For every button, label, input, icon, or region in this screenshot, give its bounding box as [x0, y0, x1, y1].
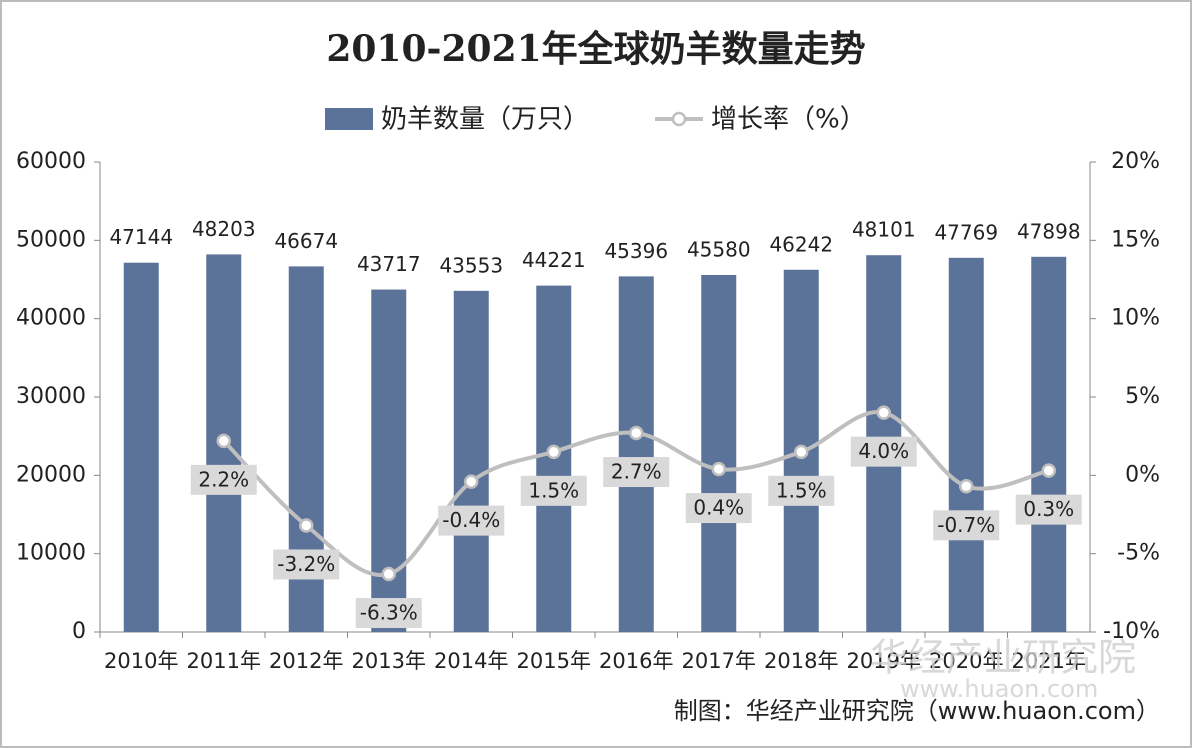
bar-value-label: 43553	[439, 253, 503, 277]
bar	[618, 276, 654, 632]
growth-point	[711, 461, 726, 477]
bar	[701, 274, 737, 632]
bar-value-label: 47144	[109, 225, 173, 249]
label-box	[520, 475, 587, 506]
label-box	[768, 475, 835, 506]
growth-point	[464, 474, 479, 489]
line-value-label: -3.2%	[277, 552, 335, 576]
label-box	[933, 510, 1000, 541]
x-tick-label: 2015年	[517, 649, 591, 673]
y-tick-label: 20000	[16, 462, 86, 487]
y-tick-label: 10000	[16, 541, 86, 566]
line-value-label: -0.7%	[937, 513, 995, 537]
growth-point	[381, 566, 396, 582]
chart-title: 2010-2021年全球奶羊数量走势	[326, 28, 865, 70]
bar-value-label: 48101	[852, 218, 916, 242]
line-value-label: -0.4%	[442, 508, 500, 532]
x-tick-label: 2011年	[187, 649, 261, 673]
x-tick-label: 2012年	[269, 649, 343, 673]
legend-label: 增长率（%）	[711, 105, 866, 135]
x-tick-label: 2013年	[352, 649, 426, 673]
growth-point	[876, 405, 891, 420]
y2-tick-label: 20%	[1111, 149, 1160, 174]
legend-swatch	[325, 108, 373, 130]
bar-value-label: 46242	[769, 232, 833, 256]
y2-tick-label: -5%	[1117, 541, 1160, 566]
bar-value-label: 48203	[192, 217, 256, 241]
label-box	[438, 505, 505, 536]
y2-tick-label: 10%	[1111, 306, 1160, 331]
bar	[453, 290, 489, 632]
bar-value-label: 44221	[522, 248, 586, 272]
x-tick-label: 2014年	[434, 649, 508, 673]
label-box	[1015, 494, 1082, 525]
label-box	[850, 436, 917, 467]
line-value-label: 2.7%	[611, 460, 662, 484]
line-value-label: -6.3%	[360, 601, 418, 625]
x-tick-label: 2018年	[764, 649, 838, 673]
y2-tick-label: 0%	[1125, 462, 1160, 487]
bar-value-label: 47769	[934, 220, 998, 244]
line-value-label: 2.2%	[198, 467, 249, 491]
y-tick-label: 40000	[16, 306, 86, 331]
growth-point	[629, 425, 644, 441]
label-box	[273, 549, 340, 580]
x-tick-label: 2019年	[847, 649, 921, 673]
label-box	[685, 493, 752, 524]
bar	[123, 262, 159, 632]
legend-marker	[671, 111, 687, 127]
legend-label: 奶羊数量（万只）	[381, 105, 589, 135]
growth-point	[794, 444, 809, 460]
y-tick-label: 60000	[16, 149, 86, 174]
line-value-label: 1.5%	[776, 478, 827, 502]
y2-tick-label: -10%	[1103, 619, 1160, 644]
line-value-label: 0.3%	[1023, 497, 1074, 521]
x-tick-label: 2020年	[929, 649, 1003, 673]
y-tick-label: 50000	[16, 227, 86, 252]
y-tick-label: 30000	[16, 384, 86, 409]
label-box	[190, 464, 257, 495]
bar-value-label: 45396	[604, 239, 668, 263]
growth-point	[959, 479, 974, 494]
y2-tick-label: 15%	[1111, 227, 1160, 252]
x-tick-label: 2021年	[1012, 649, 1086, 673]
y2-tick-label: 5%	[1125, 384, 1160, 409]
x-tick-label: 2016年	[599, 649, 673, 673]
growth-point	[546, 444, 561, 460]
label-box	[603, 457, 670, 488]
bar-value-label: 45580	[687, 237, 751, 261]
line-value-label: 4.0%	[858, 439, 909, 463]
source: 制图：华经产业研究院（www.huaon.com）	[674, 697, 1160, 725]
growth-point	[1041, 463, 1056, 478]
watermark: www.huaon.com	[900, 675, 1098, 703]
growth-point	[216, 433, 231, 449]
bar	[1031, 256, 1067, 632]
bar	[948, 257, 984, 632]
growth-point	[299, 518, 314, 533]
x-tick-label: 2017年	[682, 649, 756, 673]
watermark: 华经产业研究院	[870, 636, 1136, 680]
bar-value-label: 46674	[274, 229, 338, 253]
line-value-label: 0.4%	[693, 496, 744, 520]
x-tick-label: 2010年	[104, 649, 178, 673]
bar-value-label: 47898	[1017, 219, 1081, 243]
bar-value-label: 43717	[357, 252, 421, 276]
label-box	[355, 598, 422, 629]
y-tick-label: 0	[72, 619, 86, 644]
line-value-label: 1.5%	[528, 478, 579, 502]
